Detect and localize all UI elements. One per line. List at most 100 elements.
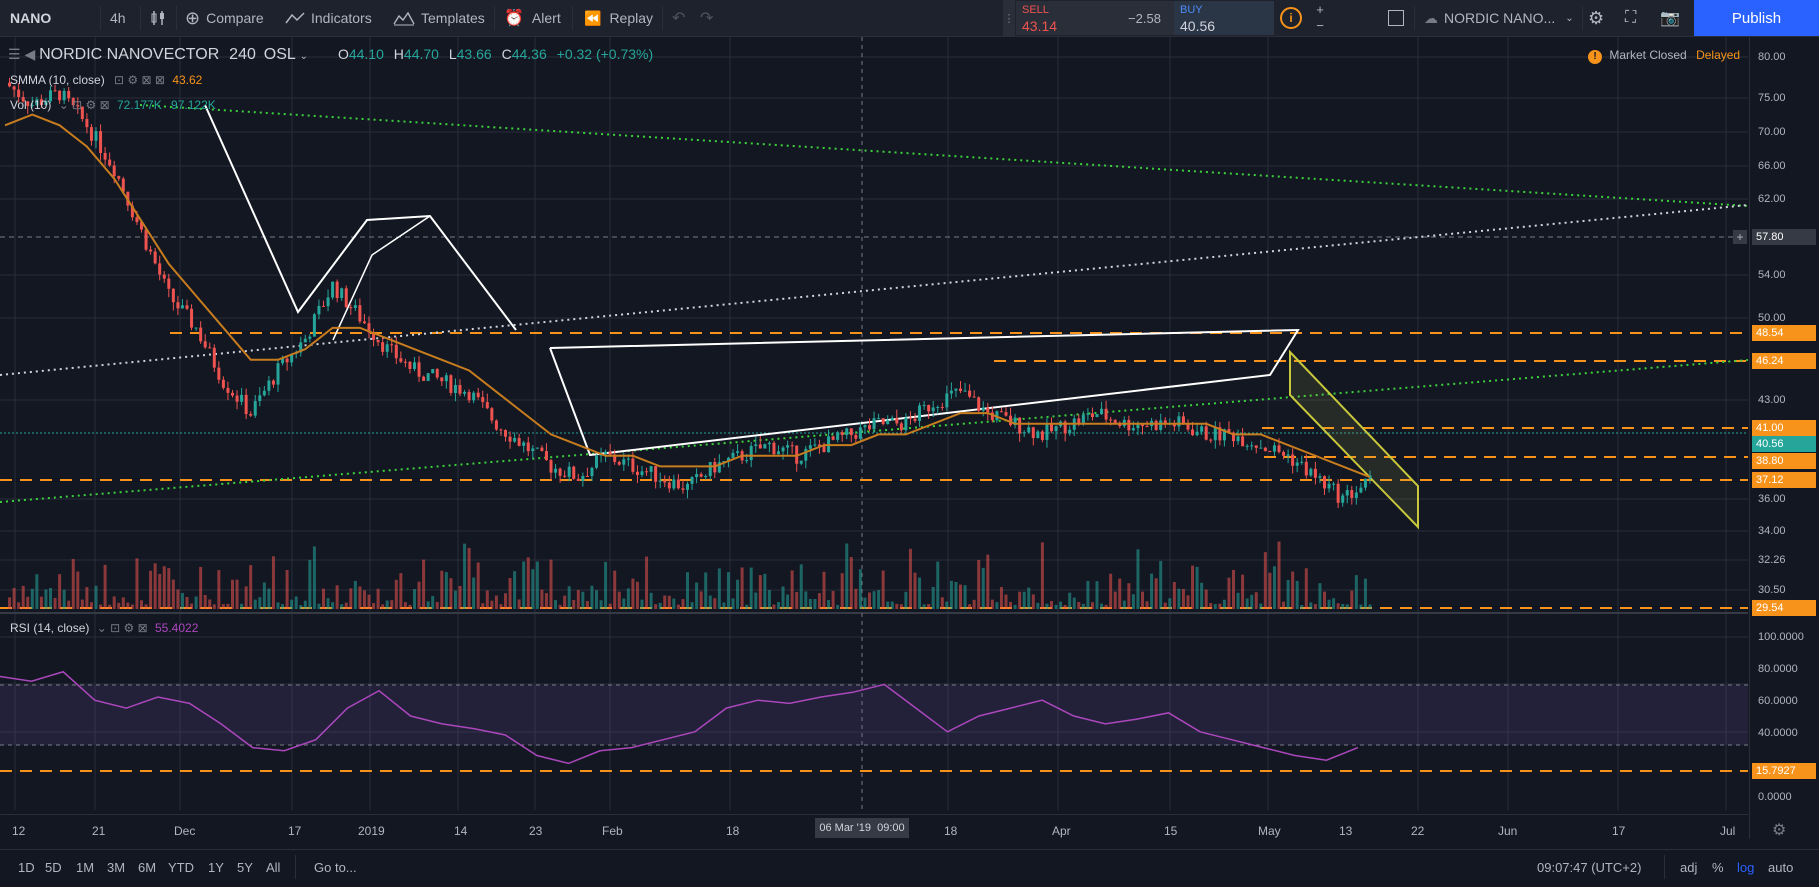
price-chart[interactable] bbox=[0, 37, 1748, 839]
volume-bar bbox=[763, 573, 767, 609]
candle-body bbox=[426, 373, 430, 381]
range-button[interactable]: 6M bbox=[138, 849, 156, 886]
range-button[interactable]: All bbox=[266, 849, 280, 886]
smma-legend[interactable]: SMMA (10, close) ⊡ ⚙ ⊠ ⊠ 43.62 bbox=[10, 73, 202, 87]
replay-button[interactable]: ⏪ Replay bbox=[584, 0, 653, 36]
volume-bar bbox=[699, 591, 703, 609]
layout-name-menu[interactable]: ☁ NORDIC NANO... ⌄ bbox=[1424, 0, 1574, 36]
minus-icon[interactable]: − bbox=[1316, 18, 1324, 33]
alert-label: Alert bbox=[531, 10, 561, 26]
symbol-search[interactable]: NANO bbox=[10, 0, 51, 36]
compare-button[interactable]: ⊕ Compare bbox=[185, 0, 264, 36]
range-button[interactable]: 1Y bbox=[208, 849, 224, 886]
redo-button[interactable]: ↷ bbox=[700, 0, 713, 36]
candle-body bbox=[67, 90, 71, 99]
rsi-legend[interactable]: RSI (14, close) ⌄ ⊡ ⚙ ⊠ 55.4022 bbox=[10, 621, 198, 635]
info-button[interactable]: i bbox=[1280, 0, 1302, 36]
volume-bar bbox=[358, 586, 362, 609]
publish-button[interactable]: Publish bbox=[1694, 0, 1819, 36]
candle-body bbox=[817, 444, 821, 447]
candle-body bbox=[372, 332, 376, 340]
plus-icon[interactable]: + bbox=[1316, 2, 1324, 17]
rsi-legend-buttons[interactable]: ⌄ ⊡ ⚙ ⊠ bbox=[96, 621, 148, 635]
percent-toggle[interactable]: % bbox=[1712, 849, 1724, 886]
range-button[interactable]: YTD bbox=[168, 849, 194, 886]
candle-body bbox=[1045, 424, 1049, 440]
high-value: 44.70 bbox=[403, 46, 439, 62]
range-label: 5D bbox=[45, 860, 62, 875]
indicators-button[interactable]: Indicators bbox=[285, 0, 372, 36]
candle-body bbox=[344, 288, 348, 308]
volume-bar bbox=[549, 559, 553, 609]
fullscreen-button[interactable]: ⛶ bbox=[1625, 0, 1636, 36]
range-label: YTD bbox=[168, 860, 194, 875]
volume-bar bbox=[922, 604, 926, 609]
volume-bar bbox=[840, 573, 844, 609]
time-axis[interactable] bbox=[0, 814, 1748, 815]
redo-icon: ↷ bbox=[700, 10, 714, 27]
volume-bar bbox=[1309, 602, 1313, 609]
zoom-stepper[interactable]: + − bbox=[1312, 2, 1328, 34]
candle-body bbox=[526, 442, 530, 452]
volume-bar bbox=[76, 571, 80, 609]
legend-buttons[interactable]: ⊡ ⚙ ⊠ ⊠ bbox=[114, 73, 165, 87]
volume-bar bbox=[362, 590, 366, 609]
price-tag: 38.80 bbox=[1752, 453, 1816, 469]
candle-body bbox=[913, 418, 917, 421]
templates-button[interactable]: Templates bbox=[393, 0, 485, 36]
legend-symbol[interactable]: NORDIC NANOVECTOR bbox=[39, 46, 220, 63]
candle-body bbox=[1191, 429, 1195, 436]
volume-bar bbox=[504, 593, 507, 609]
low-value: 43.66 bbox=[456, 46, 492, 62]
candle-body bbox=[813, 444, 817, 446]
time-axis-settings-icon[interactable]: ⚙ bbox=[1772, 822, 1787, 839]
snapshot-button[interactable]: 📷 bbox=[1660, 0, 1680, 36]
volume-bar bbox=[854, 588, 858, 609]
log-toggle[interactable]: log bbox=[1737, 849, 1754, 886]
range-button[interactable]: 3M bbox=[107, 849, 125, 886]
candle-body bbox=[481, 397, 485, 403]
volume-bar bbox=[290, 599, 294, 609]
range-button[interactable]: 1D bbox=[18, 849, 35, 886]
goto-button[interactable]: Go to... bbox=[314, 849, 357, 886]
range-button[interactable]: 5Y bbox=[237, 849, 253, 886]
candle-body bbox=[749, 445, 753, 461]
candle-body bbox=[12, 86, 16, 90]
alert-button[interactable]: ⏰ Alert bbox=[504, 0, 561, 36]
add-level-icon[interactable]: + bbox=[1733, 230, 1747, 244]
volume-bar bbox=[567, 586, 571, 609]
candle-body bbox=[308, 336, 312, 339]
range-button[interactable]: 1M bbox=[76, 849, 94, 886]
trade-panel-handle[interactable]: ⋮ bbox=[1003, 0, 1015, 36]
volume-bar bbox=[517, 599, 521, 609]
candle-body bbox=[635, 471, 639, 476]
adj-toggle[interactable]: adj bbox=[1680, 849, 1697, 886]
templates-label: Templates bbox=[421, 10, 485, 26]
price-axis[interactable] bbox=[1749, 37, 1819, 839]
candle-body bbox=[1268, 451, 1272, 453]
interval-button[interactable]: 4h bbox=[110, 0, 126, 36]
candle-body bbox=[517, 437, 521, 446]
chart-type-button[interactable] bbox=[150, 0, 166, 36]
candle-body bbox=[845, 428, 849, 435]
sell-button[interactable]: SELL 43.14 bbox=[1016, 1, 1115, 35]
volume-bar bbox=[1009, 601, 1013, 609]
settings-button[interactable]: ⚙ bbox=[1588, 0, 1604, 36]
volume-bar bbox=[53, 597, 57, 609]
undo-button[interactable]: ↶ bbox=[672, 0, 685, 36]
candle-body bbox=[331, 281, 335, 298]
layout-toggle-button[interactable] bbox=[1388, 0, 1404, 36]
volume-legend[interactable]: Vol (10) ⌄ ⊡ ⚙ ⊠ 72.177K 97.122K bbox=[10, 98, 216, 112]
range-button[interactable]: 5D bbox=[45, 849, 62, 886]
volume-bar bbox=[281, 604, 285, 609]
legend-dropdown-icon[interactable]: ⌄ bbox=[299, 51, 309, 62]
candle-body bbox=[968, 390, 972, 397]
volume-bar bbox=[563, 595, 567, 609]
volume-bar bbox=[604, 561, 608, 609]
vol-legend-buttons[interactable]: ⌄ ⊡ ⚙ ⊠ bbox=[58, 98, 110, 112]
candle-body bbox=[722, 461, 726, 463]
auto-toggle[interactable]: auto bbox=[1768, 849, 1793, 886]
candle-body bbox=[394, 344, 398, 359]
buy-button[interactable]: BUY 40.56 bbox=[1174, 1, 1274, 35]
price-tag: 41.00 bbox=[1752, 420, 1816, 436]
